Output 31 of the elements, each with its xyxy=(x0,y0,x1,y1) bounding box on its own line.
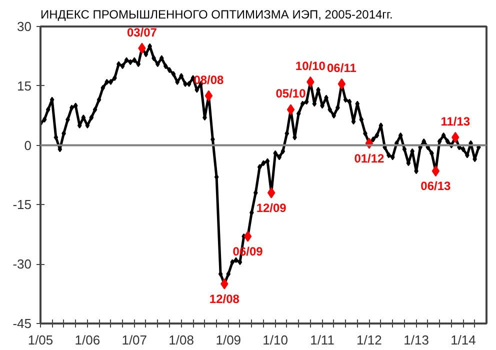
annotation: 06/11 xyxy=(327,60,357,75)
annotation: 06/13 xyxy=(420,179,452,194)
point xyxy=(244,230,252,242)
x-tick-label: 1/13 xyxy=(404,332,429,348)
point xyxy=(286,104,295,116)
x-tick-label: 1/14 xyxy=(450,332,476,348)
y-tick-label: -45 xyxy=(12,316,32,331)
x-tick-label: 1/06 xyxy=(74,332,100,348)
point xyxy=(204,90,213,102)
annotation: 05/10 xyxy=(276,86,306,101)
y-tick-label: 15 xyxy=(17,78,32,94)
annotation: 12/09 xyxy=(256,200,287,215)
x-tick-label: 1/11 xyxy=(310,332,334,348)
y-tick-label: -15 xyxy=(12,197,32,212)
x-tick-label: 1/07 xyxy=(122,332,148,348)
annotation: 11/13 xyxy=(440,114,470,128)
y-tick-label: -30 xyxy=(12,256,32,272)
y-tick-label: 30 xyxy=(17,19,32,34)
x-tick-label: 1/10 xyxy=(262,332,288,348)
point xyxy=(432,166,440,177)
x-tick-label: 1/12 xyxy=(356,332,382,348)
chart-title: ИНДЕКС ПРОМЫШЛЕННОГО ОПТИМИЗМА ИЭП, 2005-2014гг. xyxy=(40,8,393,22)
y-tick-label: 0 xyxy=(24,138,32,153)
point xyxy=(338,78,346,90)
annotation: 01/12 xyxy=(354,151,385,166)
x-tick-label: 1/05 xyxy=(28,332,54,348)
x-tick-label: 1/08 xyxy=(168,332,194,348)
annotation: 03/07 xyxy=(126,25,158,40)
x-tick-label: 1/09 xyxy=(216,332,242,348)
annotation: 12/08 xyxy=(209,292,240,306)
annotation: 10/10 xyxy=(295,58,326,73)
